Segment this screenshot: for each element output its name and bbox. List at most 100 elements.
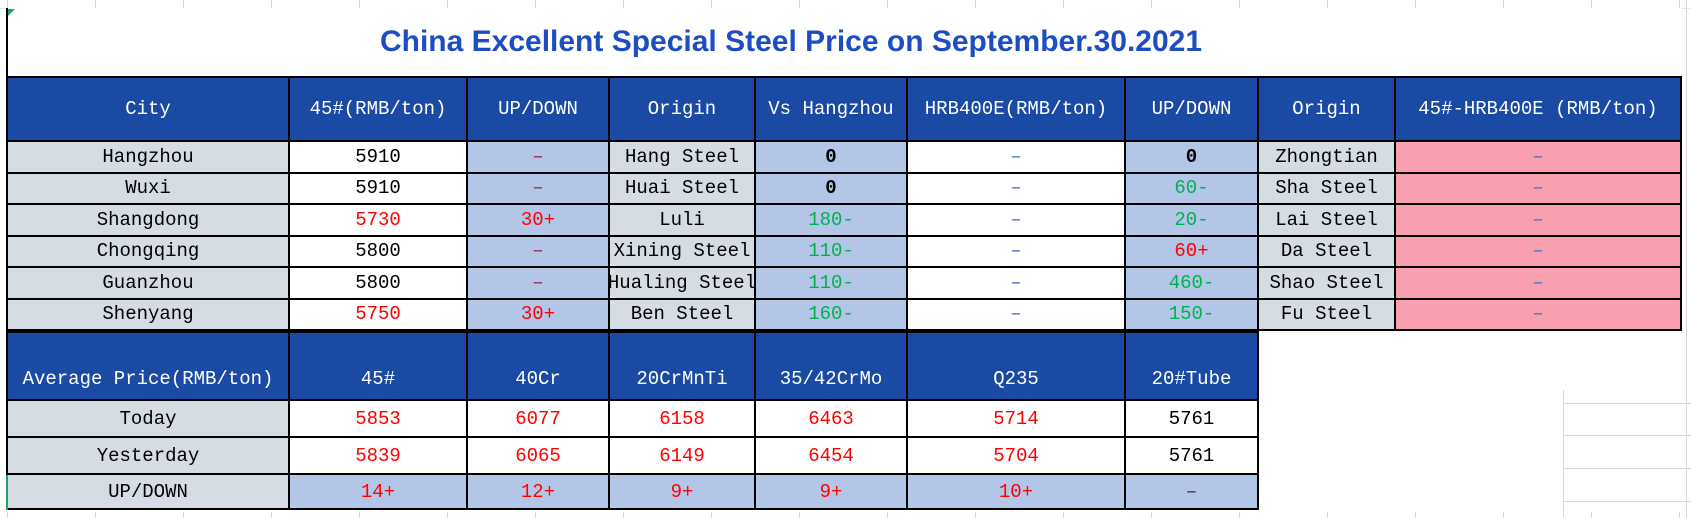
cell[interactable]: 0 [756, 173, 906, 203]
cell[interactable]: 6158 [610, 401, 754, 436]
cell[interactable]: 30+ [468, 205, 608, 235]
cell[interactable]: Chongqing [8, 236, 288, 266]
cell[interactable]: 60- [1126, 173, 1257, 203]
cell[interactable]: Ben Steel [610, 299, 754, 329]
column-header-average-price[interactable]: Average Price(RMB/ton) [8, 333, 288, 399]
cell[interactable]: Da Steel [1259, 236, 1394, 266]
column-header-diff[interactable]: 45#-HRB400E (RMB/ton) [1396, 78, 1680, 140]
cell[interactable]: Guanzhou [8, 268, 288, 298]
cell[interactable]: Zhongtian [1259, 142, 1394, 172]
cell[interactable]: – [468, 268, 608, 298]
cell[interactable]: 60+ [1126, 236, 1257, 266]
cell[interactable]: 9+ [756, 475, 906, 508]
cell[interactable]: 5910 [290, 142, 466, 172]
cell[interactable]: – [908, 268, 1124, 298]
cell[interactable]: 5714 [908, 401, 1124, 436]
cell[interactable]: – [908, 205, 1124, 235]
cell[interactable]: 5910 [290, 173, 466, 203]
cell[interactable]: – [1396, 299, 1680, 329]
column-header-45[interactable]: 45#(RMB/ton) [290, 78, 466, 140]
column-header-updown2[interactable]: UP/DOWN [1126, 78, 1257, 140]
cell[interactable]: Yesterday [8, 438, 288, 473]
cell[interactable]: Shao Steel [1259, 268, 1394, 298]
cell[interactable]: Shangdong [8, 205, 288, 235]
cell[interactable]: Lai Steel [1259, 205, 1394, 235]
column-header-city[interactable]: City [8, 78, 288, 140]
cell[interactable]: Fu Steel [1259, 299, 1394, 329]
cell[interactable]: Huai Steel [610, 173, 754, 203]
cell[interactable]: – [468, 173, 608, 203]
cell[interactable]: – [1396, 268, 1680, 298]
cell[interactable]: 5853 [290, 401, 466, 436]
cell[interactable]: – [908, 236, 1124, 266]
cell[interactable]: – [1126, 475, 1257, 508]
cell[interactable]: Hualing Steel [610, 268, 754, 298]
cell[interactable]: 6065 [468, 438, 608, 473]
cell[interactable]: 5704 [908, 438, 1124, 473]
cell[interactable]: 5761 [1126, 401, 1257, 436]
cell[interactable]: 6463 [756, 401, 906, 436]
price-table: City 45#(RMB/ton) UP/DOWN Origin Vs Hang… [6, 76, 1682, 331]
cell[interactable]: 150- [1126, 299, 1257, 329]
cell[interactable]: 12+ [468, 475, 608, 508]
average-price-table: Average Price(RMB/ton) 45# 40Cr 20CrMnTi… [6, 331, 1259, 510]
cell[interactable]: 0 [1126, 142, 1257, 172]
column-header-vs-hangzhou[interactable]: Vs Hangzhou [756, 78, 906, 140]
cell[interactable]: 20- [1126, 205, 1257, 235]
cell[interactable]: – [1396, 173, 1680, 203]
cell[interactable]: 6149 [610, 438, 754, 473]
column-header-q235[interactable]: Q235 [908, 333, 1124, 399]
cell[interactable]: – [1396, 142, 1680, 172]
cell[interactable]: Xining Steel [610, 236, 754, 266]
cell[interactable]: – [1396, 205, 1680, 235]
cell[interactable]: 6454 [756, 438, 906, 473]
cell[interactable]: 9+ [610, 475, 754, 508]
cell[interactable]: Wuxi [8, 173, 288, 203]
cell[interactable]: Hang Steel [610, 142, 754, 172]
cell[interactable]: 0 [756, 142, 906, 172]
gridline [1563, 435, 1691, 436]
green-row-edge [6, 475, 8, 510]
column-header-40cr[interactable]: 40Cr [468, 333, 608, 399]
cell[interactable]: – [468, 142, 608, 172]
cell[interactable]: Today [8, 401, 288, 436]
cell[interactable]: 110- [756, 268, 906, 298]
gridline [1563, 390, 1564, 518]
column-header-45[interactable]: 45# [290, 333, 466, 399]
cell[interactable]: UP/DOWN [8, 475, 288, 508]
cell[interactable]: 14+ [290, 475, 466, 508]
cell[interactable]: 5800 [290, 268, 466, 298]
cell[interactable]: – [908, 173, 1124, 203]
cell[interactable]: 5730 [290, 205, 466, 235]
cell[interactable]: – [1396, 236, 1680, 266]
column-header-updown[interactable]: UP/DOWN [468, 78, 608, 140]
cell[interactable]: 6077 [468, 401, 608, 436]
column-header-20crmnti[interactable]: 20CrMnTi [610, 333, 754, 399]
cell[interactable]: 180- [756, 205, 906, 235]
cell[interactable]: Shenyang [8, 299, 288, 329]
cell[interactable]: 5839 [290, 438, 466, 473]
column-header-hrb400e[interactable]: HRB400E(RMB/ton) [908, 78, 1124, 140]
cell[interactable]: 110- [756, 236, 906, 266]
title-cell[interactable]: China Excellent Special Steel Price on S… [6, 8, 1682, 76]
cell[interactable]: – [468, 236, 608, 266]
cell[interactable]: – [908, 299, 1124, 329]
column-header-3542crmo[interactable]: 35/42CrMo [756, 333, 906, 399]
column-header-20tube[interactable]: 20#Tube [1126, 333, 1257, 399]
cell[interactable]: 460- [1126, 268, 1257, 298]
cell[interactable]: 5750 [290, 299, 466, 329]
cell[interactable]: – [908, 142, 1124, 172]
cell[interactable]: Hangzhou [8, 142, 288, 172]
cell[interactable]: 5800 [290, 236, 466, 266]
cell[interactable]: 160- [756, 299, 906, 329]
cell[interactable]: 5761 [1126, 438, 1257, 473]
cell[interactable]: Sha Steel [1259, 173, 1394, 203]
gridline [1563, 403, 1691, 404]
cell[interactable]: 30+ [468, 299, 608, 329]
column-header-origin2[interactable]: Origin [1259, 78, 1394, 140]
cell[interactable]: Luli [610, 205, 754, 235]
gridline [1563, 468, 1691, 469]
cell[interactable]: 10+ [908, 475, 1124, 508]
column-header-origin[interactable]: Origin [610, 78, 754, 140]
